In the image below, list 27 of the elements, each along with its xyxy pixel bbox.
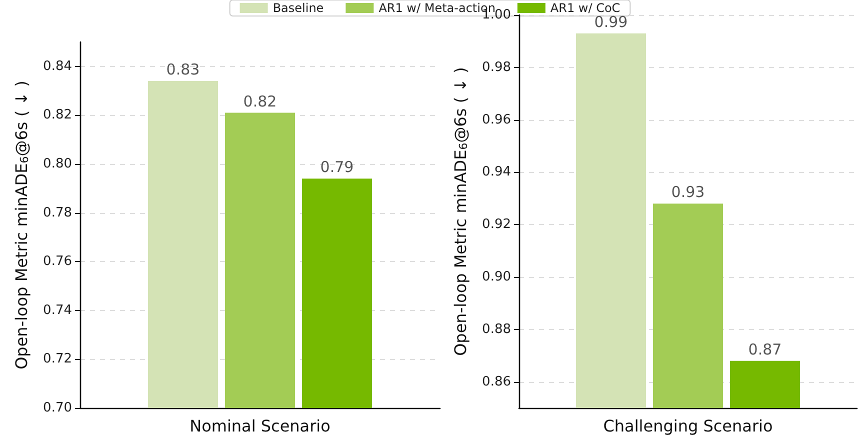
legend-label: Baseline xyxy=(272,1,324,15)
data-label: 0.87 xyxy=(748,340,782,358)
y-tick-label: 0.82 xyxy=(43,108,72,123)
data-label: 0.93 xyxy=(671,183,705,202)
y-tick-label: 0.92 xyxy=(482,217,511,232)
legend-label: AR1 w/ CoC xyxy=(550,1,620,15)
y-tick-label: 0.70 xyxy=(43,400,72,416)
y-tick-label: 0.90 xyxy=(482,270,511,284)
y-tick-label: 0.98 xyxy=(482,60,511,75)
y-tick-label: 0.96 xyxy=(482,112,511,128)
y-tick-label: 0.94 xyxy=(482,164,511,180)
data-label: 0.79 xyxy=(320,158,354,176)
y-tick-label: 0.84 xyxy=(43,58,72,74)
y-tick-label: 0.88 xyxy=(482,322,511,337)
y-tick-label: 0.80 xyxy=(43,156,72,172)
y-tick-label: 0.72 xyxy=(43,352,72,367)
y-axis-title: Open-loop Metric minADE6@6s ( ↓ ) xyxy=(12,80,31,370)
data-label: 0.83 xyxy=(166,60,200,79)
y-tick-label: 0.78 xyxy=(43,205,72,220)
data-label: 0.82 xyxy=(243,92,277,110)
x-tick-label: Challenging Scenario xyxy=(603,416,773,436)
data-label: 0.99 xyxy=(594,12,628,31)
y-axis-title: Open-loop Metric minADE6@6s ( ↓ ) xyxy=(451,67,470,356)
x-tick-label: Nominal Scenario xyxy=(190,416,330,436)
y-tick-label: 0.86 xyxy=(482,374,511,390)
y-tick-label: 0.76 xyxy=(43,254,72,270)
y-tick-label: 0.74 xyxy=(43,302,72,318)
